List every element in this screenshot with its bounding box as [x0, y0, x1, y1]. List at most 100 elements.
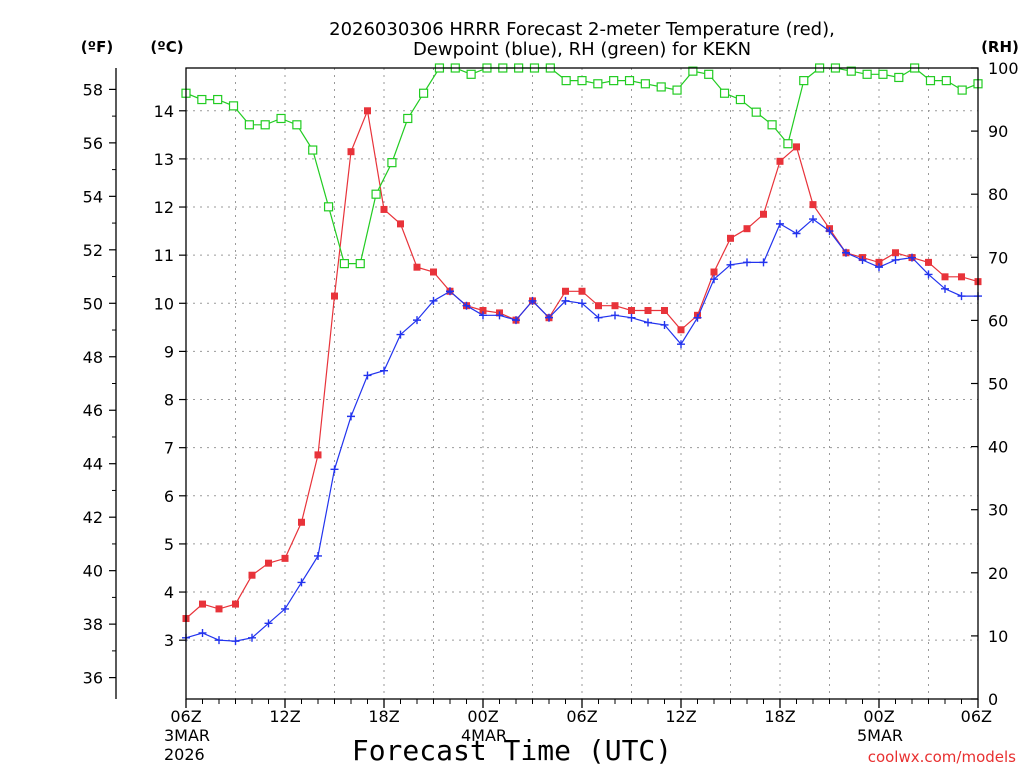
- dewpoint-point: [347, 412, 355, 421]
- dewpoint-point: [941, 284, 949, 293]
- dewpoint-point: [248, 633, 256, 642]
- temperature-point: [892, 249, 899, 257]
- rh-point: [704, 69, 714, 79]
- rh-point: [403, 113, 413, 124]
- dewpoint-point: [825, 227, 834, 236]
- dewpoint-point: [644, 318, 652, 327]
- dewpoint-point: [743, 258, 751, 267]
- fahrenheit-tick-label: 56: [83, 134, 103, 153]
- rh-point: [355, 259, 365, 269]
- grid-lines: [186, 68, 978, 699]
- dewpoint-point: [429, 296, 438, 305]
- celsius-tick-label: 13: [154, 150, 174, 169]
- temperature-point: [677, 326, 685, 334]
- fahrenheit-tick-label: 36: [83, 669, 103, 688]
- dewpoint-point: [545, 313, 553, 322]
- rh-tick-label: 60: [988, 311, 1008, 330]
- celsius-tick-label: 14: [154, 102, 174, 121]
- temperature-point: [710, 268, 718, 276]
- rh-tick-label: 0: [988, 690, 998, 709]
- x-tick-label: 06Z: [961, 707, 992, 726]
- rh-point: [561, 76, 571, 86]
- rh-point: [323, 202, 334, 212]
- rh-point: [894, 72, 904, 83]
- fahrenheit-tick-label: 48: [83, 348, 103, 367]
- rh-point: [228, 101, 239, 111]
- rh-point: [719, 88, 730, 98]
- celsius-tick-label: 8: [164, 391, 174, 410]
- rh-point: [466, 69, 476, 79]
- rh-point: [419, 88, 429, 98]
- rh-point: [577, 76, 587, 86]
- x-date-label: 4MAR: [461, 726, 507, 745]
- rh-point: [593, 79, 603, 89]
- rh-point: [846, 66, 856, 76]
- rh-tick-label: 50: [988, 375, 1008, 394]
- dewpoint-point: [264, 619, 273, 628]
- dewpoint-point: [891, 255, 900, 264]
- temperature-point: [743, 225, 751, 233]
- dewpoint-point: [677, 340, 685, 349]
- temperature-point: [347, 148, 355, 156]
- dewpoint-point: [413, 316, 421, 325]
- unit-label-fahrenheit: (ºF): [81, 38, 113, 56]
- rh-point: [735, 94, 746, 105]
- rh-tick-label: 20: [988, 564, 1008, 583]
- temperature-point: [958, 273, 965, 281]
- celsius-tick-label: 10: [154, 294, 174, 313]
- rh-point: [308, 145, 318, 155]
- temperature-point: [380, 205, 388, 213]
- watermark: coolwx.com/models: [868, 748, 1016, 766]
- temperature-point: [232, 600, 239, 608]
- dewpoint-point: [627, 313, 636, 322]
- rh-point: [925, 76, 936, 86]
- temperature-line: [185, 108, 979, 619]
- dewpoint-point: [528, 296, 537, 305]
- rh-point: [260, 120, 270, 130]
- rh-point: [656, 82, 666, 92]
- dewpoint-point: [578, 299, 586, 308]
- rh-point: [609, 76, 619, 86]
- temperature-point: [595, 302, 602, 310]
- x-year-label: 2026: [164, 745, 205, 764]
- dewpoint-point: [858, 255, 867, 264]
- celsius-tick-label: 5: [164, 535, 174, 554]
- rh-point: [957, 85, 967, 95]
- series-layer: [181, 63, 983, 646]
- temperature-point: [875, 258, 883, 266]
- x-tick-label: 12Z: [269, 707, 300, 726]
- fahrenheit-tick-label: 40: [83, 562, 103, 581]
- dewpoint-point: [809, 215, 817, 224]
- temperature-point: [430, 268, 437, 276]
- rh-point: [751, 107, 761, 117]
- celsius-tick-label: 7: [164, 439, 174, 458]
- dewpoint-point: [231, 637, 240, 646]
- fahrenheit-tick-label: 58: [83, 80, 103, 99]
- rh-point: [339, 259, 349, 269]
- temperature-point: [215, 605, 223, 613]
- temperature-point: [364, 107, 371, 115]
- dewpoint-point: [462, 301, 471, 310]
- rh-tick-label: 30: [988, 501, 1008, 520]
- x-date-label: 5MAR: [857, 726, 903, 745]
- x-tick-label: 12Z: [665, 707, 696, 726]
- temperature-point: [776, 157, 784, 165]
- chart-title-line1: 2026030306 HRRR Forecast 2-meter Tempera…: [329, 19, 835, 40]
- rh-point: [878, 69, 888, 79]
- celsius-tick-label: 4: [164, 583, 174, 602]
- celsius-tick-label: 6: [164, 487, 174, 506]
- rh-point: [276, 113, 286, 124]
- dewpoint-point: [594, 313, 603, 322]
- rh-point: [213, 94, 223, 105]
- rh-point: [640, 79, 650, 89]
- celsius-tick-label: 11: [154, 246, 174, 265]
- temperature-point: [661, 307, 668, 315]
- temperature-point: [413, 263, 421, 271]
- dewpoint-point: [561, 296, 570, 305]
- rh-tick-label: 10: [988, 627, 1008, 646]
- rh-point: [387, 158, 397, 168]
- temperature-point: [331, 292, 338, 300]
- temperature-point: [578, 287, 586, 295]
- rh-tick-label: 80: [988, 185, 1008, 204]
- dewpoint-point: [693, 313, 702, 322]
